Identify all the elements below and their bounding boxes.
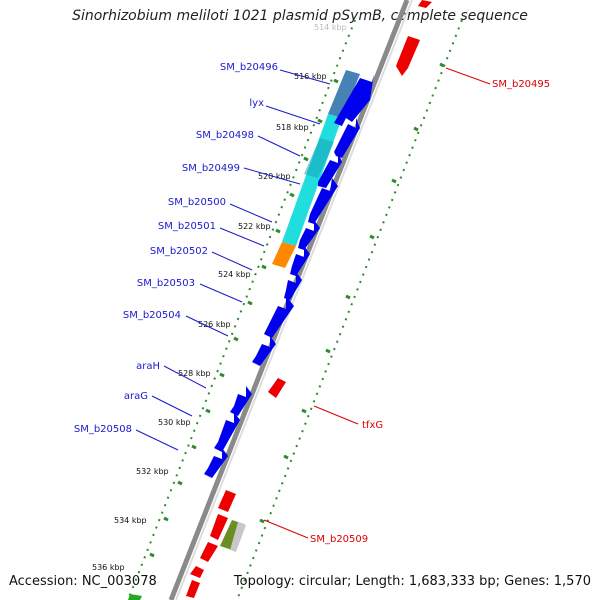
gene-label-SM_b20501[interactable]: SM_b20501 (158, 221, 216, 232)
cds-arrow-SM_b20500[interactable] (298, 220, 320, 250)
highlight-teal-block (304, 138, 334, 178)
cds-arrow-lyx[interactable] (334, 118, 360, 158)
highlight-orange-block (272, 242, 296, 268)
cds-arrow-red-1[interactable] (218, 490, 236, 512)
green-feature-bottom (128, 594, 142, 600)
map-title: Sinorhizobium meliloti 1021 plasmid pSym… (72, 8, 528, 24)
cds-arrow-SM_b20504[interactable] (252, 336, 276, 366)
outer-ring-ticks (259, 62, 445, 524)
gene-label-SM_b20496[interactable]: SM_b20496 (220, 62, 278, 73)
scale-label: 536 kbp (92, 563, 125, 572)
cds-arrow-red-5[interactable] (186, 580, 200, 598)
cds-arrow-SM_b20509-shade (230, 522, 246, 552)
scale-label: 514 kbp (314, 23, 347, 32)
right-gene-labels: SM_b20495 tfxG SM_b20509 (263, 67, 550, 545)
scale-label: 516 kbp (294, 72, 327, 81)
cds-arrow-SM_b20498[interactable] (318, 152, 342, 188)
gene-label-lyx[interactable]: lyx (249, 98, 264, 109)
gene-label-SM_b20499[interactable]: SM_b20499 (182, 163, 240, 174)
gene-label-araH[interactable]: araH (136, 361, 160, 372)
gene-label-SM_b20495[interactable]: SM_b20495 (492, 79, 550, 90)
cds-arrow-SM_b20503[interactable] (264, 296, 294, 338)
scale-label: 524 kbp (218, 270, 251, 279)
cds-arrow-SM_b20499[interactable] (308, 178, 338, 224)
scale-label: 522 kbp (238, 222, 271, 231)
highlight-steel-block (328, 70, 360, 118)
scale-labels: 514 kbp 516 kbp 518 kbp 520 kbp 522 kbp … (92, 23, 347, 572)
cds-arrow-red-2[interactable] (210, 514, 228, 540)
gene-label-SM_b20508[interactable]: SM_b20508 (74, 424, 132, 435)
gene-label-SM_b20503[interactable]: SM_b20503 (137, 278, 195, 289)
cds-arrow-SM_b20501[interactable] (290, 246, 310, 276)
cds-arrow-SM_b20495-top[interactable] (418, 0, 432, 8)
gene-label-tfxG[interactable]: tfxG (362, 420, 383, 431)
highlight-band (272, 70, 360, 268)
gene-label-SM_b20502[interactable]: SM_b20502 (150, 246, 208, 257)
cds-arrow-araH[interactable] (230, 386, 252, 416)
scale-label: 518 kbp (276, 123, 309, 132)
accession-text: Accession: NC_003078 (9, 574, 157, 589)
scale-label: 530 kbp (158, 418, 191, 427)
scale-label: 528 kbp (178, 369, 211, 378)
left-gene-labels: SM_b20496 lyx SM_b20498 SM_b20499 SM_b20… (74, 62, 331, 451)
gene-label-SM_b20500[interactable]: SM_b20500 (168, 197, 226, 208)
scale-label: 526 kbp (198, 320, 231, 329)
gene-label-SM_b20504[interactable]: SM_b20504 (123, 310, 181, 321)
cds-arrow-SM_b20502[interactable] (284, 272, 302, 300)
scale-label: 532 kbp (136, 467, 169, 476)
cds-arrow-red-4[interactable] (190, 566, 204, 578)
gene-label-SM_b20509[interactable]: SM_b20509 (310, 534, 368, 545)
cds-arrow-SM_b20496[interactable] (334, 74, 374, 126)
gene-label-SM_b20498[interactable]: SM_b20498 (196, 130, 254, 141)
cds-arrow-tfxG[interactable] (268, 378, 286, 398)
cds-arrow-red-3[interactable] (200, 542, 218, 562)
cds-arrow-SM_b20508[interactable] (204, 448, 228, 478)
scale-label: 534 kbp (114, 516, 147, 525)
reverse-cds-track (186, 0, 432, 598)
cds-arrow-SM_b20495[interactable] (396, 36, 420, 76)
gene-label-araG[interactable]: araG (124, 391, 148, 402)
genome-summary-text: Topology: circular; Length: 1,683,333 bp… (233, 574, 591, 589)
inner-ring-ticks (149, 78, 339, 558)
backbone-edge (175, 0, 413, 600)
cds-arrow-araG[interactable] (214, 412, 240, 452)
forward-cds-track (204, 74, 374, 478)
